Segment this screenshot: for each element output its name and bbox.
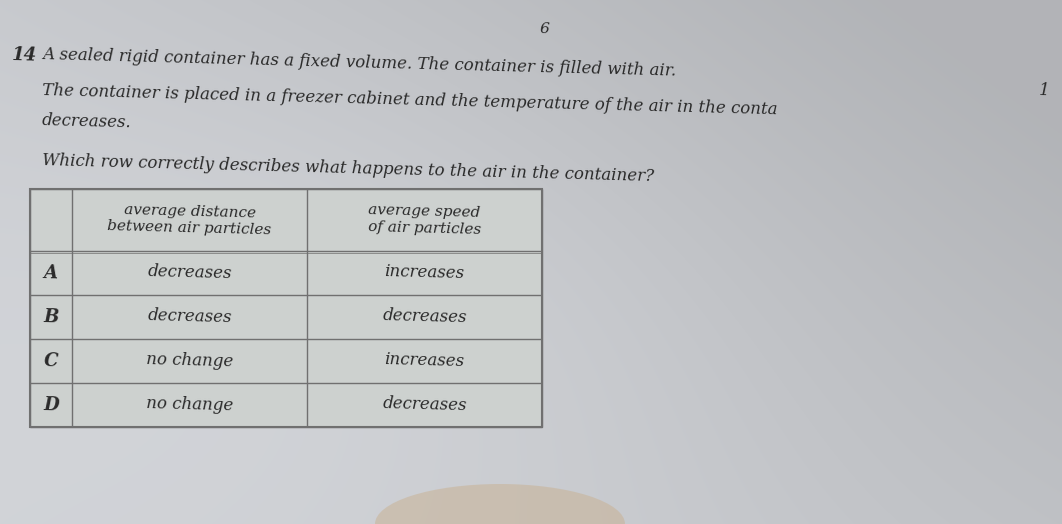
Text: decreases: decreases [382, 308, 467, 326]
Text: increases: increases [384, 352, 465, 370]
Text: decreases: decreases [148, 308, 232, 326]
Text: C: C [44, 352, 58, 370]
Text: 6: 6 [539, 22, 550, 36]
Text: The container is placed in a freezer cabinet and the temperature of the air in t: The container is placed in a freezer cab… [42, 82, 777, 118]
Text: decreases: decreases [148, 264, 232, 282]
Text: no change: no change [145, 352, 234, 370]
Text: D: D [42, 396, 59, 414]
Text: B: B [44, 308, 58, 326]
Text: Which row correctly describes what happens to the air in the container?: Which row correctly describes what happe… [42, 152, 654, 185]
Ellipse shape [375, 484, 626, 524]
Text: no change: no change [145, 396, 234, 414]
Text: A sealed rigid container has a fixed volume. The container is filled with air.: A sealed rigid container has a fixed vol… [42, 46, 676, 80]
Text: average speed
of air particles: average speed of air particles [367, 203, 481, 236]
Text: increases: increases [384, 264, 465, 282]
Text: A: A [44, 264, 58, 282]
FancyBboxPatch shape [30, 189, 542, 427]
Text: 14: 14 [12, 46, 37, 64]
Text: average distance
between air particles: average distance between air particles [107, 203, 272, 237]
Text: 1: 1 [1039, 82, 1050, 99]
Text: decreases.: decreases. [42, 112, 132, 132]
Text: decreases: decreases [382, 396, 467, 414]
